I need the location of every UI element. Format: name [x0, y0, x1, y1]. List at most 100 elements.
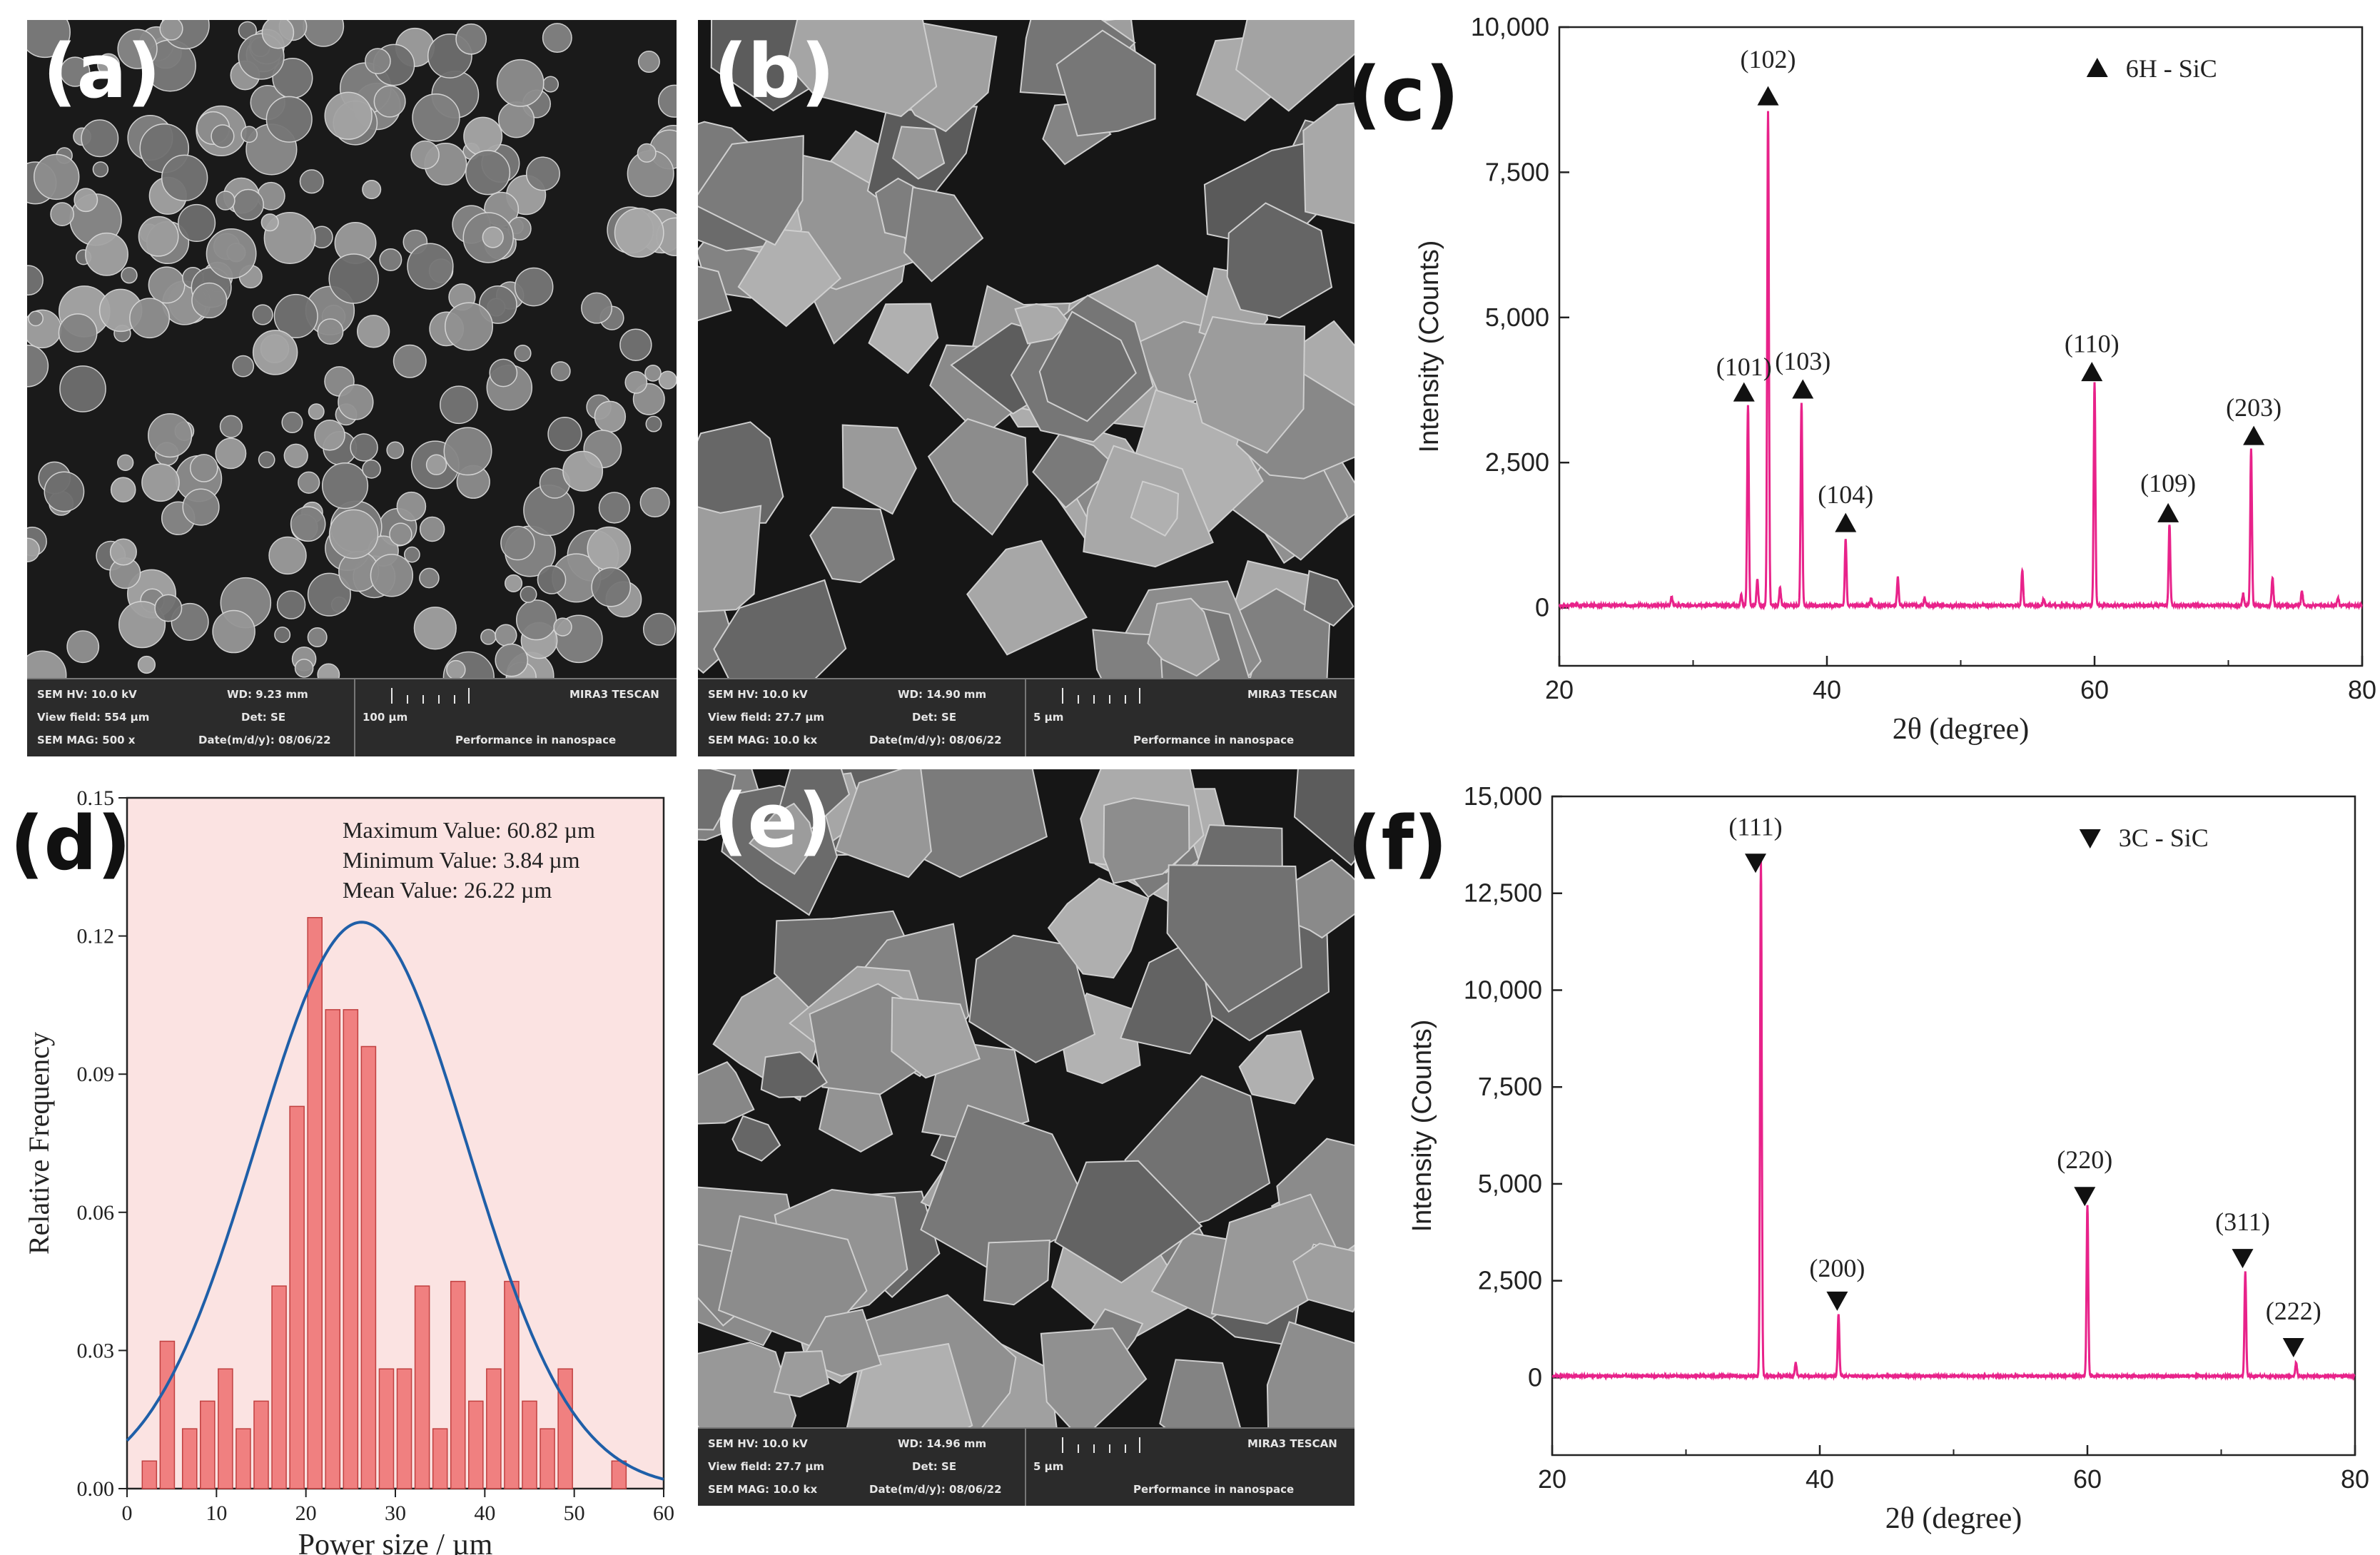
angular-particle	[698, 505, 762, 613]
sem-scale-label: 100 µm	[363, 711, 408, 724]
spherical-particle	[141, 463, 180, 502]
stats-line: Maximum Value: 60.82 µm	[343, 817, 595, 843]
spherical-particle	[386, 441, 405, 460]
x-tick-label: 60	[2073, 1464, 2102, 1494]
angular-particle	[737, 228, 842, 328]
spherical-particle	[495, 643, 529, 677]
angular-particle	[891, 996, 981, 1079]
angular-particle	[1166, 864, 1302, 1013]
spherical-particle	[58, 313, 98, 353]
spherical-particle	[328, 253, 379, 304]
histogram-bar	[557, 1368, 573, 1489]
x-tick-label: 40	[1813, 675, 1841, 704]
x-tick-label: 20	[1538, 1464, 1566, 1494]
sem-date-text: Date(m/d/y): 08/06/22	[198, 734, 331, 746]
spherical-particle	[365, 48, 391, 75]
spherical-particle	[232, 188, 264, 221]
y-tick-label: 2,500	[1478, 1266, 1542, 1295]
spherical-particle	[182, 488, 220, 526]
histogram-bar	[360, 1045, 377, 1489]
histogram-bar	[289, 1105, 305, 1489]
angular-particle	[698, 769, 736, 831]
spherical-particle	[525, 156, 560, 191]
x-tick-label: 80	[2348, 675, 2376, 704]
spherical-particle	[412, 93, 460, 142]
y-axis-label: Relative Frequency	[23, 1032, 55, 1255]
spherical-particle	[191, 282, 228, 319]
stats-line: Minimum Value: 3.84 µm	[343, 847, 580, 873]
histogram-bar	[468, 1400, 484, 1489]
spherical-particle	[357, 315, 390, 348]
x-axis-label: 2θ (degree)	[1885, 1502, 2022, 1535]
x-tick-label: 40	[474, 1501, 495, 1525]
spherical-particle	[314, 419, 345, 451]
histogram-bar	[450, 1280, 466, 1489]
angular-particle	[1266, 1321, 1354, 1429]
y-tick-label: 0	[1528, 1362, 1542, 1392]
x-tick-label: 20	[1545, 675, 1574, 704]
spherical-particle	[273, 293, 318, 338]
angular-particle	[698, 1060, 755, 1125]
angular-particle	[1032, 432, 1118, 509]
histogram-bar	[522, 1400, 537, 1489]
spherical-particle	[283, 443, 308, 468]
spherical-particle	[495, 624, 517, 647]
panel-label-a: (a)	[43, 28, 161, 115]
spherical-particle	[587, 526, 632, 571]
histogram-bar	[159, 1340, 176, 1489]
peak-label: (200)	[1809, 1254, 1865, 1282]
histogram-bar	[414, 1285, 430, 1489]
spherical-particle	[396, 491, 427, 522]
spherical-particle	[137, 655, 156, 674]
sem-info-bar: SEM HV: 10.0 kV WD: 14.96 mm MIRA3 TESCA…	[698, 1427, 1354, 1506]
histogram-bar	[325, 1009, 341, 1489]
plot-area	[126, 796, 665, 1490]
spherical-particle	[379, 248, 402, 271]
spherical-particle	[154, 594, 183, 622]
spherical-particle	[110, 477, 136, 503]
sem-scale-bar	[1062, 1437, 1140, 1453]
sem-brand-text: MIRA3 TESCAN	[1247, 688, 1337, 701]
spherical-particle	[109, 538, 137, 566]
spherical-particle	[362, 180, 382, 200]
spherical-particle	[642, 612, 677, 646]
x-tick-label: 50	[564, 1501, 585, 1525]
spherical-particle	[500, 525, 535, 561]
legend-marker	[2079, 829, 2101, 849]
angular-particle	[748, 802, 816, 875]
spherical-particle	[299, 169, 324, 194]
xrd-pattern-line	[1558, 111, 2363, 611]
spherical-particle	[496, 59, 545, 107]
y-tick-label: 15,000	[1464, 781, 1542, 811]
histogram-bar	[307, 917, 323, 1489]
spherical-particle	[514, 267, 554, 307]
peak-label: (110)	[2065, 330, 2120, 358]
angular-particle	[903, 186, 984, 283]
histogram-bar	[253, 1400, 269, 1489]
spherical-particle	[260, 213, 279, 232]
peak-marker	[1745, 854, 1766, 873]
angular-particle	[927, 417, 1028, 536]
spherical-particle	[658, 370, 677, 390]
sem-view-text: View field: 554 µm	[37, 711, 150, 724]
sem-scale-label: 5 µm	[1033, 1460, 1064, 1473]
spherical-particle	[28, 310, 44, 327]
angular-particle	[760, 1051, 829, 1098]
y-tick-label: 0.03	[77, 1339, 115, 1362]
peak-marker	[1757, 86, 1779, 106]
x-tick-label: 60	[2080, 675, 2109, 704]
angular-particle	[1159, 1359, 1242, 1429]
sem-hv-text: SEM HV: 10.0 kV	[708, 688, 808, 701]
spherical-particle	[389, 522, 412, 546]
spherical-particle	[403, 546, 420, 563]
spherical-particle	[516, 599, 557, 641]
spherical-particle	[550, 361, 571, 382]
sem-date-text: Date(m/d/y): 08/06/22	[869, 734, 1002, 746]
spherical-particle	[547, 417, 582, 452]
angular-particle	[841, 424, 917, 515]
spherical-particle	[321, 462, 369, 510]
spherical-particle	[252, 304, 273, 325]
xrd-chart-3c-sic: 20 40 60 80 0 2,500 5,000 7,500 10,000 12,500 15,0…	[1407, 781, 2369, 1535]
panel-label-e: (e)	[714, 777, 832, 864]
spherical-particle	[281, 411, 303, 434]
